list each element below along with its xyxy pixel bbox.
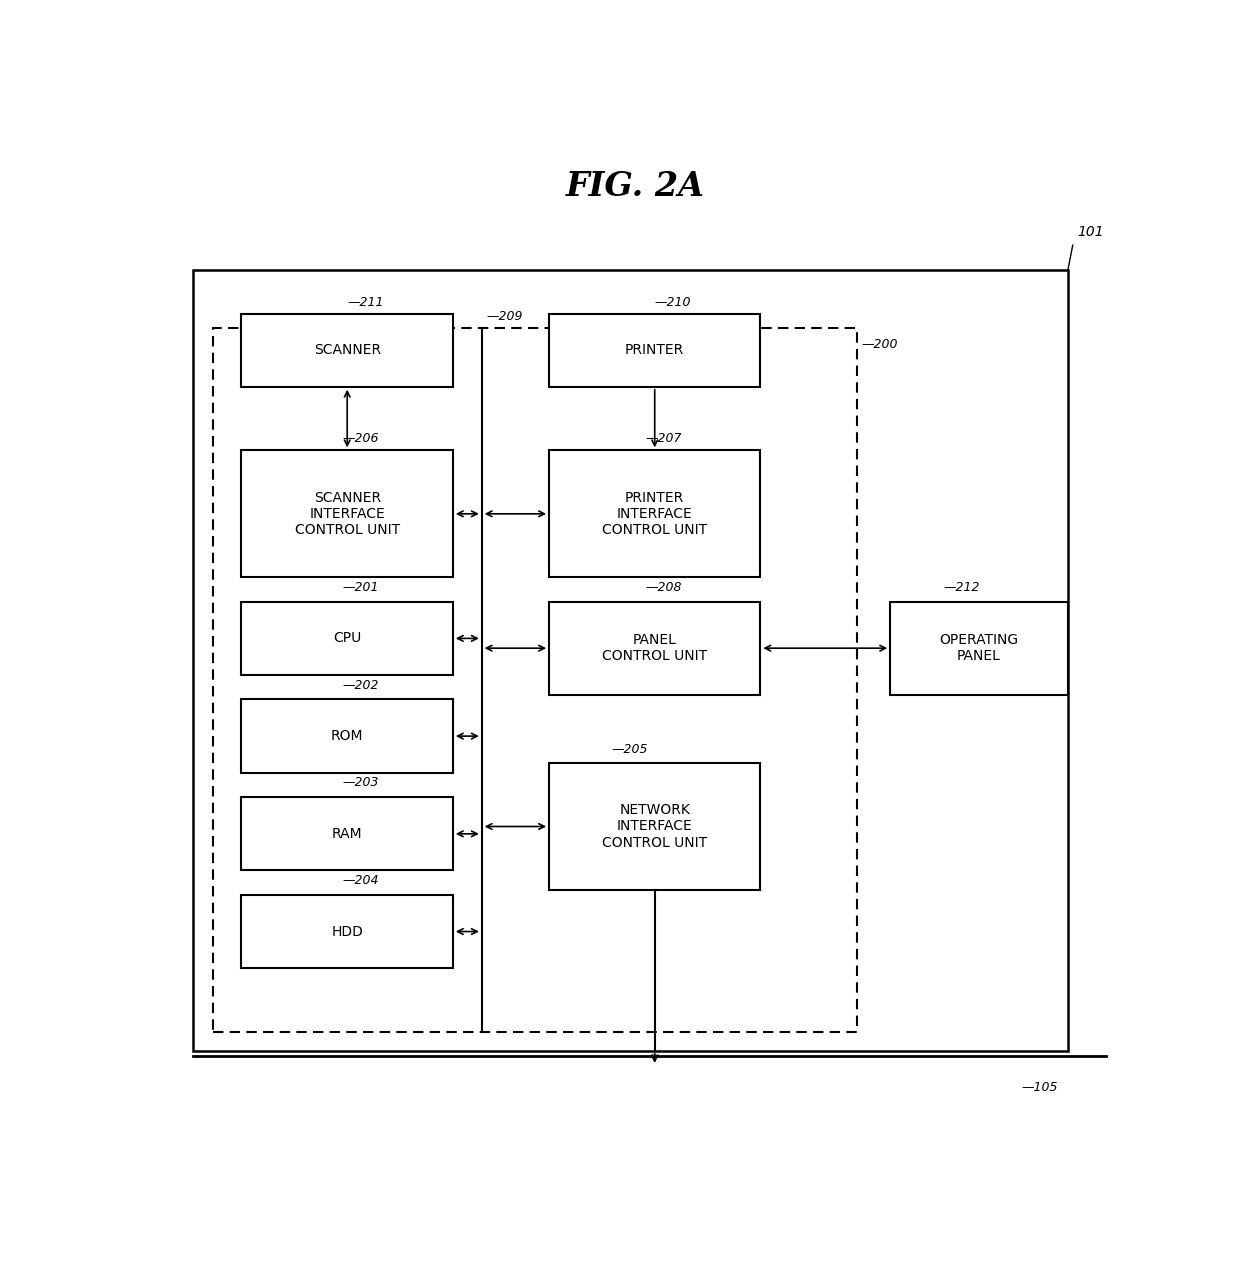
Text: PRINTER
INTERFACE
CONTROL UNIT: PRINTER INTERFACE CONTROL UNIT: [603, 491, 707, 537]
Text: —206: —206: [342, 433, 379, 445]
Text: 101: 101: [1078, 226, 1104, 240]
Bar: [242, 313, 453, 387]
Text: SCANNER
INTERFACE
CONTROL UNIT: SCANNER INTERFACE CONTROL UNIT: [295, 491, 399, 537]
Text: —210: —210: [655, 296, 691, 308]
Bar: [193, 269, 1068, 1051]
Text: —208: —208: [645, 581, 682, 594]
Text: —204: —204: [342, 874, 379, 887]
Text: —212: —212: [942, 581, 980, 594]
Bar: [549, 313, 760, 387]
Bar: [242, 602, 453, 675]
Bar: [242, 699, 453, 773]
Text: —202: —202: [342, 679, 379, 692]
Text: HDD: HDD: [331, 925, 363, 939]
Text: ROM: ROM: [331, 730, 363, 744]
Text: —209: —209: [486, 311, 523, 324]
Text: —200: —200: [862, 338, 898, 352]
Text: —207: —207: [645, 433, 682, 445]
Bar: [242, 450, 453, 577]
Text: CPU: CPU: [334, 632, 361, 646]
Text: FIG. 2A: FIG. 2A: [565, 170, 706, 203]
Bar: [242, 895, 453, 968]
Bar: [890, 602, 1068, 694]
Bar: [213, 329, 857, 1032]
Text: OPERATING
PANEL: OPERATING PANEL: [940, 633, 1018, 664]
Bar: [549, 450, 760, 577]
Bar: [549, 602, 760, 694]
Text: RAM: RAM: [332, 827, 362, 841]
Bar: [242, 797, 453, 871]
Text: —201: —201: [342, 581, 379, 594]
Text: SCANNER: SCANNER: [314, 343, 381, 357]
Text: PRINTER: PRINTER: [625, 343, 684, 357]
Text: —211: —211: [347, 296, 383, 308]
Text: NETWORK
INTERFACE
CONTROL UNIT: NETWORK INTERFACE CONTROL UNIT: [603, 803, 707, 850]
Text: —205: —205: [611, 744, 649, 756]
Text: —105: —105: [1022, 1081, 1059, 1094]
Text: —203: —203: [342, 777, 379, 789]
Text: PANEL
CONTROL UNIT: PANEL CONTROL UNIT: [603, 633, 707, 664]
Bar: [549, 763, 760, 890]
